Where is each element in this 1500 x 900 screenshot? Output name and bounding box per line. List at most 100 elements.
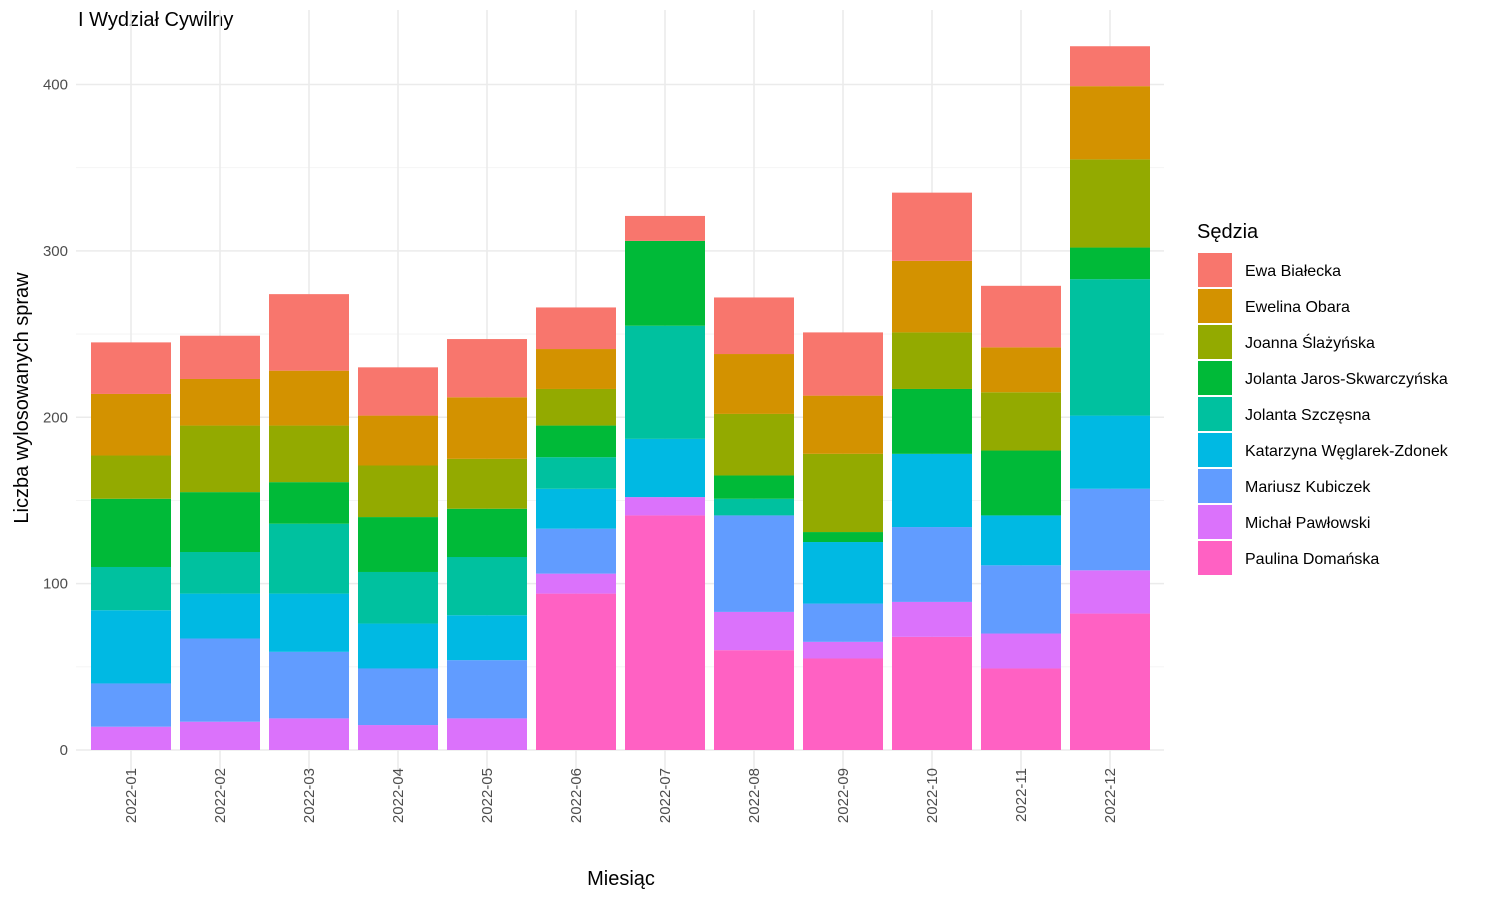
bar-segment (358, 517, 438, 572)
bar-segment (625, 438, 705, 498)
legend: Sędzia Ewa Białecka Ewelina Obara Joanna Ś… (1197, 221, 1449, 575)
bar-segment (803, 641, 883, 659)
bar-segment (714, 498, 794, 516)
legend-label: Paulina Domańska (1245, 551, 1379, 568)
bar-segment (447, 615, 527, 661)
bar-segment (91, 393, 171, 456)
bar-segment (447, 718, 527, 750)
bar-segment (803, 395, 883, 454)
x-tick-label: 2022-01 (123, 768, 140, 823)
bar-segment (625, 325, 705, 439)
x-tick-label: 2022-04 (390, 768, 407, 823)
bar-segment (714, 413, 794, 476)
y-tick-label: 100 (43, 576, 68, 593)
x-tick-label: 2022-11 (1013, 768, 1030, 822)
legend-swatch (1198, 325, 1232, 359)
legend-swatch (1198, 469, 1232, 503)
bars (91, 46, 1150, 750)
legend-label: Jolanta Szczęsna (1245, 407, 1371, 424)
bar-segment (180, 425, 260, 493)
bar-segment (358, 668, 438, 726)
bar-segment (803, 542, 883, 604)
bar-segment (91, 455, 171, 499)
legend-swatch (1198, 505, 1232, 539)
bar-segment (447, 458, 527, 509)
bar-segment (536, 528, 616, 574)
y-axis-ticks: 0 100 200 300 400 (43, 77, 68, 760)
x-tick-label: 2022-10 (924, 768, 941, 823)
bar-segment (91, 726, 171, 750)
legend-swatch (1198, 253, 1232, 287)
legend-label: Ewa Białecka (1245, 263, 1341, 280)
bar-segment (981, 565, 1061, 634)
bar-segment (625, 240, 705, 326)
bar-segment (180, 492, 260, 553)
bar-segment (803, 532, 883, 543)
bar-segment (91, 342, 171, 394)
x-tick-label: 2022-09 (835, 768, 852, 823)
bar-segment (269, 523, 349, 594)
x-tick-label: 2022-03 (301, 768, 318, 823)
legend-swatch (1198, 541, 1232, 575)
bar-segment (892, 636, 972, 750)
bar-segment (1070, 488, 1150, 571)
bar-segment (1070, 46, 1150, 87)
bar-segment (180, 593, 260, 639)
bar-segment (714, 297, 794, 355)
bar-segment (803, 453, 883, 533)
bar-segment (180, 721, 260, 750)
x-axis-ticks: 2022-01 2022-02 2022-03 2022-04 2022-05 2022-… (123, 768, 1119, 823)
bar-segment (1070, 159, 1150, 248)
bar-segment (91, 498, 171, 567)
bar-segment (536, 388, 616, 426)
bar-segment (625, 497, 705, 516)
bar-segment (1070, 415, 1150, 489)
bar-segment (714, 515, 794, 612)
bar-segment (714, 475, 794, 499)
x-tick-label: 2022-07 (657, 768, 674, 823)
bar-segment (358, 367, 438, 416)
bar-segment (981, 450, 1061, 516)
bar-segment (536, 457, 616, 489)
bar-segment (180, 552, 260, 594)
bar-segment (447, 660, 527, 719)
chart-title: I Wydział Cywilny (78, 9, 233, 31)
bar-segment (1070, 570, 1150, 614)
y-tick-label: 400 (43, 77, 68, 94)
bar-segment (358, 725, 438, 750)
bar-segment (269, 370, 349, 426)
bar-segment (269, 482, 349, 524)
bar-segment (536, 593, 616, 750)
bar-segment (536, 573, 616, 594)
legend-swatch (1198, 433, 1232, 467)
y-tick-label: 300 (43, 243, 68, 260)
bar-segment (892, 388, 972, 454)
x-tick-label: 2022-08 (746, 768, 763, 823)
bar-segment (1070, 279, 1150, 416)
bar-segment (803, 658, 883, 750)
y-tick-label: 0 (60, 742, 68, 759)
bar-segment (981, 668, 1061, 750)
bar-segment (1070, 86, 1150, 160)
bar-segment (625, 215, 705, 241)
legend-label: Michał Pawłowski (1245, 515, 1370, 532)
bar-segment (269, 651, 349, 719)
legend-swatch (1198, 397, 1232, 431)
bar-segment (981, 347, 1061, 393)
bar-segment (536, 425, 616, 458)
bar-segment (714, 611, 794, 651)
bar-segment (358, 571, 438, 624)
legend-swatch (1198, 289, 1232, 323)
x-tick-label: 2022-12 (1102, 768, 1119, 823)
bar-segment (447, 397, 527, 459)
legend-swatch (1198, 361, 1232, 395)
x-tick-label: 2022-06 (568, 768, 585, 823)
bar-segment (358, 465, 438, 518)
bar-segment (269, 294, 349, 371)
bar-segment (892, 332, 972, 389)
bar-segment (803, 603, 883, 642)
bar-segment (1070, 247, 1150, 280)
bar-segment (1070, 613, 1150, 750)
bar-segment (91, 566, 171, 611)
